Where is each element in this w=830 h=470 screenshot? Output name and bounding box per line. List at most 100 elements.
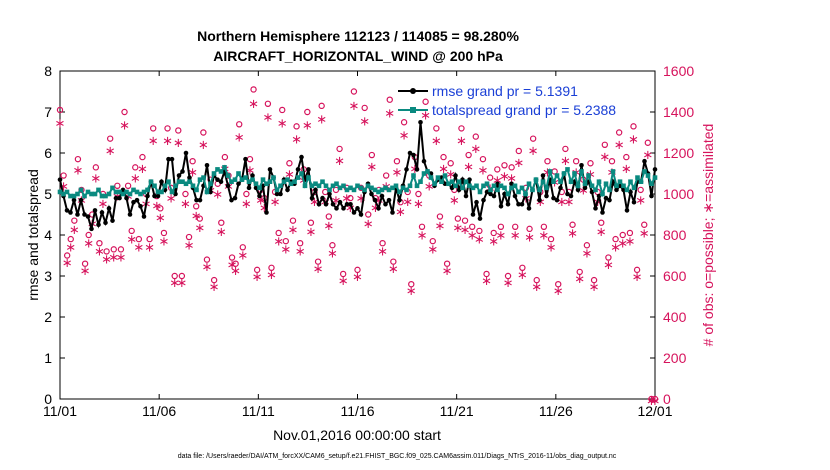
rmse-point <box>348 201 353 207</box>
obs-possible-point <box>228 254 236 261</box>
spread-point <box>372 187 378 193</box>
y-right-tick-label: 400 <box>663 309 687 325</box>
obs-assimilated-point: ∗ <box>391 166 402 181</box>
rmse-point <box>194 197 199 203</box>
rmse-point <box>526 206 532 211</box>
obs-possible-point <box>250 86 257 93</box>
rmse-point <box>372 197 378 203</box>
obs-possible-point <box>508 164 515 171</box>
obs-assimilated-point: ∗ <box>413 197 424 212</box>
spread-point <box>404 187 409 193</box>
obs-assimilated-point: ∗ <box>470 142 481 157</box>
obs-assimilated-point: ∗ <box>632 270 643 285</box>
obs-possible-point <box>243 190 250 198</box>
obs-possible-point <box>200 129 207 136</box>
rmse-point <box>600 210 605 215</box>
spread-point <box>495 187 500 193</box>
obs-assimilated-point: ∗ <box>513 156 524 171</box>
spread-point <box>271 175 276 180</box>
rmse-point <box>246 185 252 191</box>
obs-assimilated-point: ∗ <box>538 229 549 244</box>
spread-point <box>313 181 318 187</box>
rmse-point <box>243 156 248 162</box>
spread-point <box>530 187 535 193</box>
obs-assimilated-point: ∗ <box>133 240 144 255</box>
y-left-tick-label: 0 <box>44 391 52 407</box>
obs-possible-point <box>307 219 315 226</box>
obs-assimilated-point: ∗ <box>115 250 126 265</box>
spread-point <box>264 181 269 187</box>
spread-point <box>341 183 346 189</box>
obs-possible-point <box>296 239 304 247</box>
obs-possible-point <box>519 264 526 271</box>
rmse-point <box>484 189 490 195</box>
y-right-tick-label: 600 <box>663 268 687 284</box>
spread-point <box>421 171 427 176</box>
obs-assimilated-point: ∗ <box>98 197 109 212</box>
obs-possible-point <box>268 264 275 271</box>
spread-point <box>589 183 595 189</box>
obs-possible-point <box>619 231 626 239</box>
spread-point <box>586 173 591 178</box>
spread-point <box>225 173 231 178</box>
spread-point <box>292 179 297 184</box>
obs-assimilated-point: ∗ <box>535 195 546 210</box>
rmse-point <box>316 201 322 207</box>
obs-possible-point <box>236 121 243 128</box>
obs-assimilated-point: ∗ <box>564 195 575 210</box>
spread-point <box>582 181 588 187</box>
rmse-point <box>82 212 87 217</box>
spread-point <box>365 183 371 189</box>
obs-assimilated-point: ∗ <box>348 99 359 114</box>
obs-assimilated-point: ∗ <box>155 211 166 226</box>
obs-possible-point <box>253 266 261 274</box>
spread-point <box>106 191 112 197</box>
spread-point <box>621 183 626 189</box>
obs-assimilated-point: ∗ <box>270 195 281 210</box>
spread-point <box>197 177 203 182</box>
obs-assimilated-point: ∗ <box>245 164 256 179</box>
y-right-tick-label: 0 <box>663 391 671 407</box>
spread-point <box>533 177 539 182</box>
spread-point <box>239 177 245 182</box>
obs-possible-point <box>232 260 239 267</box>
spread-point <box>400 185 406 191</box>
spread-point <box>229 179 234 184</box>
obs-possible-point <box>540 223 548 230</box>
obs-assimilated-point: ∗ <box>578 183 589 198</box>
obs-assimilated-point: ∗ <box>531 280 542 295</box>
obs-possible-point <box>494 166 501 173</box>
spread-point <box>523 191 528 197</box>
rmse-point <box>71 197 77 203</box>
obs-assimilated-point: ∗ <box>94 244 105 259</box>
obs-possible-point <box>422 98 429 105</box>
obs-assimilated-point: ∗ <box>363 217 374 232</box>
rmse-point <box>208 189 213 195</box>
spread-point <box>344 187 350 193</box>
obs-assimilated-point: ∗ <box>438 162 449 177</box>
obs-possible-point <box>547 235 555 243</box>
spread-point <box>642 169 647 174</box>
spread-point <box>127 191 133 197</box>
spread-point <box>337 185 343 191</box>
spread-point <box>190 183 196 189</box>
obs-assimilated-point: ∗ <box>202 260 213 275</box>
obs-possible-point <box>447 160 454 167</box>
spread-point <box>603 181 609 187</box>
obs-assimilated-point: ∗ <box>119 118 130 133</box>
obs-possible-point <box>132 164 139 171</box>
spread-point <box>512 183 518 189</box>
obs-possible-point <box>146 235 153 243</box>
spread-point <box>274 187 280 193</box>
obs-assimilated-point: ∗ <box>384 107 395 122</box>
rmse-point <box>582 185 588 191</box>
obs-possible-point <box>67 235 74 243</box>
spread-point <box>565 167 570 172</box>
obs-possible-point <box>587 160 594 167</box>
obs-assimilated-point: ∗ <box>528 144 539 159</box>
spread-point <box>148 179 154 184</box>
y-left-tick-label: 4 <box>44 227 52 243</box>
spread-point <box>180 179 185 184</box>
rmse-point <box>512 193 518 199</box>
obs-possible-point <box>393 157 401 165</box>
